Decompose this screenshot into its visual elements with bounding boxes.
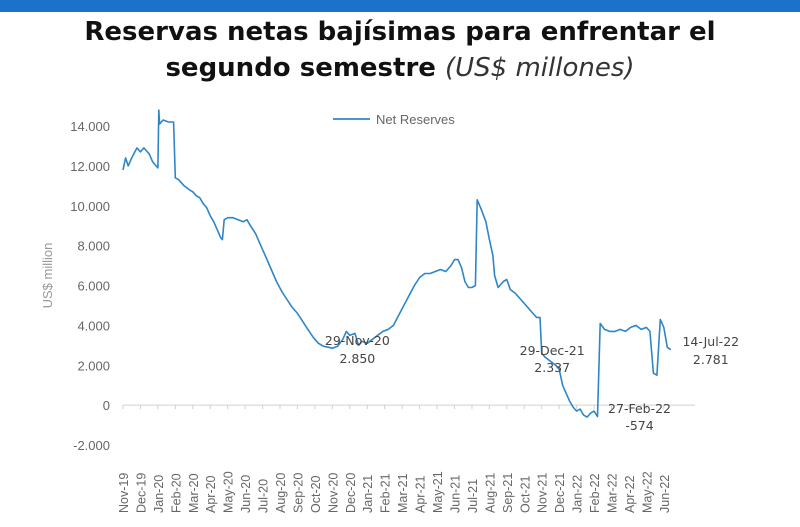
- y-tick-label: 8.000: [77, 239, 110, 254]
- y-tick-label: 12.000: [70, 159, 110, 174]
- annotations: 29-Nov-20 2.850 29-Dec-21 2.337 27-Feb-22 -57…: [325, 333, 739, 433]
- x-tick-label: Mar-22: [605, 473, 619, 513]
- x-tick-label: Jun-22: [658, 475, 672, 513]
- annotation-date: 29-Dec-21: [520, 343, 585, 358]
- annotation-date: 27-Feb-22: [608, 401, 671, 416]
- y-tick-label: 2.000: [77, 358, 110, 373]
- y-tick-label: 14.000: [70, 119, 110, 134]
- x-tick-label: Oct-20: [309, 475, 323, 513]
- x-tick-label: Jan-22: [571, 475, 585, 513]
- x-tick-label: Dec-20: [344, 473, 358, 513]
- x-tick-label: Aug-20: [274, 473, 288, 513]
- axis-group: 14.000 12.000 10.000 8.000 6.000 4.000 2.000 0 -…: [40, 119, 695, 513]
- x-tick-label: Sep-21: [501, 473, 515, 513]
- y-axis-label: US$ million: [40, 243, 55, 309]
- x-tick-label: May-21: [431, 471, 445, 513]
- legend-label: Net Reserves: [376, 112, 455, 127]
- x-tick-label: Feb-22: [588, 473, 602, 513]
- annotation-value: -574: [625, 418, 653, 433]
- annotation-value: 2.337: [534, 360, 570, 375]
- series-line-net-reserves: [122, 109, 672, 418]
- x-tick-label: Dec-21: [553, 473, 567, 513]
- y-tick-label: 6.000: [77, 279, 110, 294]
- x-tick-label: Aug-21: [483, 473, 497, 513]
- legend: Net Reserves: [333, 112, 455, 127]
- y-tick-label: -2.000: [73, 438, 110, 453]
- annotation-date: 14-Jul-22: [682, 334, 739, 349]
- x-tick-label: Nov-19: [117, 473, 131, 513]
- annotation-date: 29-Nov-20: [325, 333, 390, 348]
- title-line-2: segundo semestre: [165, 53, 436, 83]
- annotation-value: 2.850: [339, 351, 375, 366]
- x-tick-label: Feb-20: [169, 473, 183, 513]
- x-tick-label: Mar-21: [396, 473, 410, 513]
- y-tick-label: 4.000: [77, 318, 110, 333]
- y-tick-label: 10.000: [70, 199, 110, 214]
- title-line-1: Reservas netas bajísimas para enfrentar …: [84, 17, 716, 47]
- chart-title: Reservas netas bajísimas para enfrentar …: [0, 14, 800, 86]
- x-tick-label: Jan-21: [361, 475, 375, 513]
- x-tick-label: Apr-20: [204, 475, 218, 513]
- series-group: [122, 109, 672, 418]
- x-tick-label: Apr-22: [623, 475, 637, 513]
- x-tick-label: Sep-20: [291, 473, 305, 513]
- x-tick-label: Apr-21: [414, 475, 428, 513]
- x-tick-label: Jun-21: [448, 475, 462, 513]
- x-tick-label: May-20: [222, 471, 236, 513]
- x-tick-label: Dec-19: [134, 473, 148, 513]
- x-tick-label: Nov-20: [326, 473, 340, 513]
- x-tick-label: Oct-21: [518, 475, 532, 513]
- x-tick-label: Jul-20: [257, 479, 271, 513]
- x-tick-label: Jun-20: [239, 475, 253, 513]
- x-tick-label: Feb-21: [379, 473, 393, 513]
- x-tick-label: Jan-20: [152, 475, 166, 513]
- x-tick-label: Jul-21: [466, 479, 480, 513]
- top-accent-bar: [0, 0, 800, 12]
- x-tick-label: Nov-21: [536, 473, 550, 513]
- title-unit: (US$ millones): [444, 53, 635, 83]
- y-tick-label: 0: [103, 398, 110, 413]
- x-tick-label: May-22: [640, 471, 654, 513]
- x-tick-label: Mar-20: [187, 473, 201, 513]
- annotation-value: 2.781: [693, 352, 729, 367]
